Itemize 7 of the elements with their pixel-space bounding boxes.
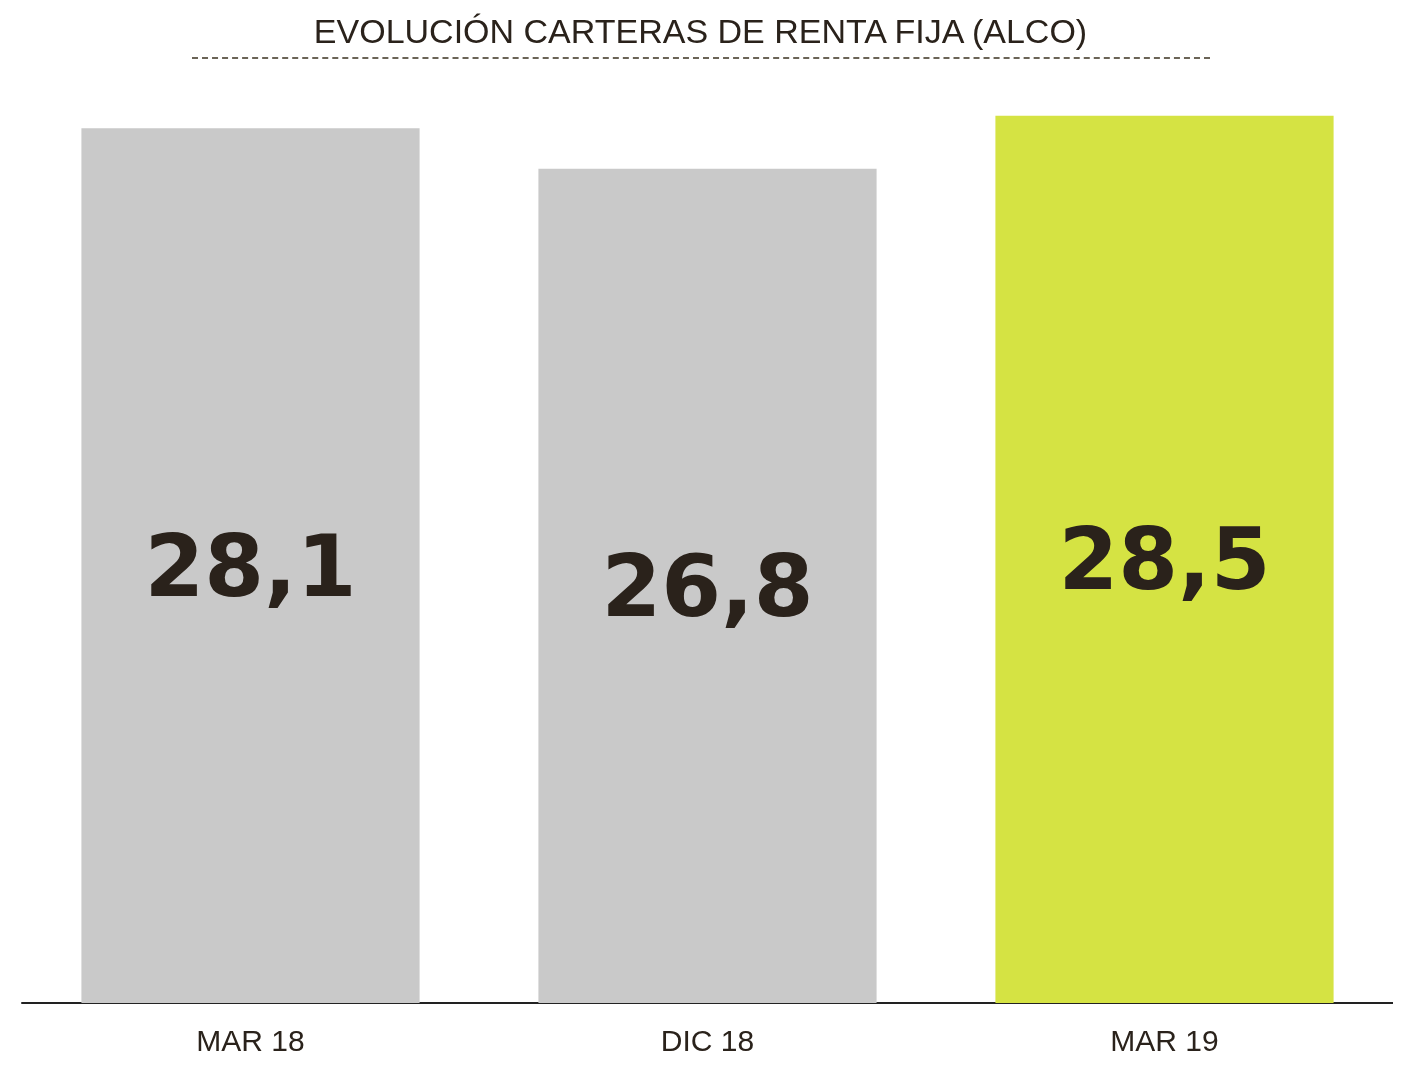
data-label: 26,8 [601,535,814,636]
chart-title: EVOLUCIÓN CARTERAS DE RENTA FIJA (ALCO) [312,11,1089,51]
x-tick-label: DIC 18 [660,1023,755,1057]
x-tick-label: MAR 18 [196,1023,305,1057]
data-label: 28,5 [1058,509,1271,610]
data-label: 28,1 [144,515,357,616]
x-tick-label: MAR 19 [1110,1023,1219,1057]
